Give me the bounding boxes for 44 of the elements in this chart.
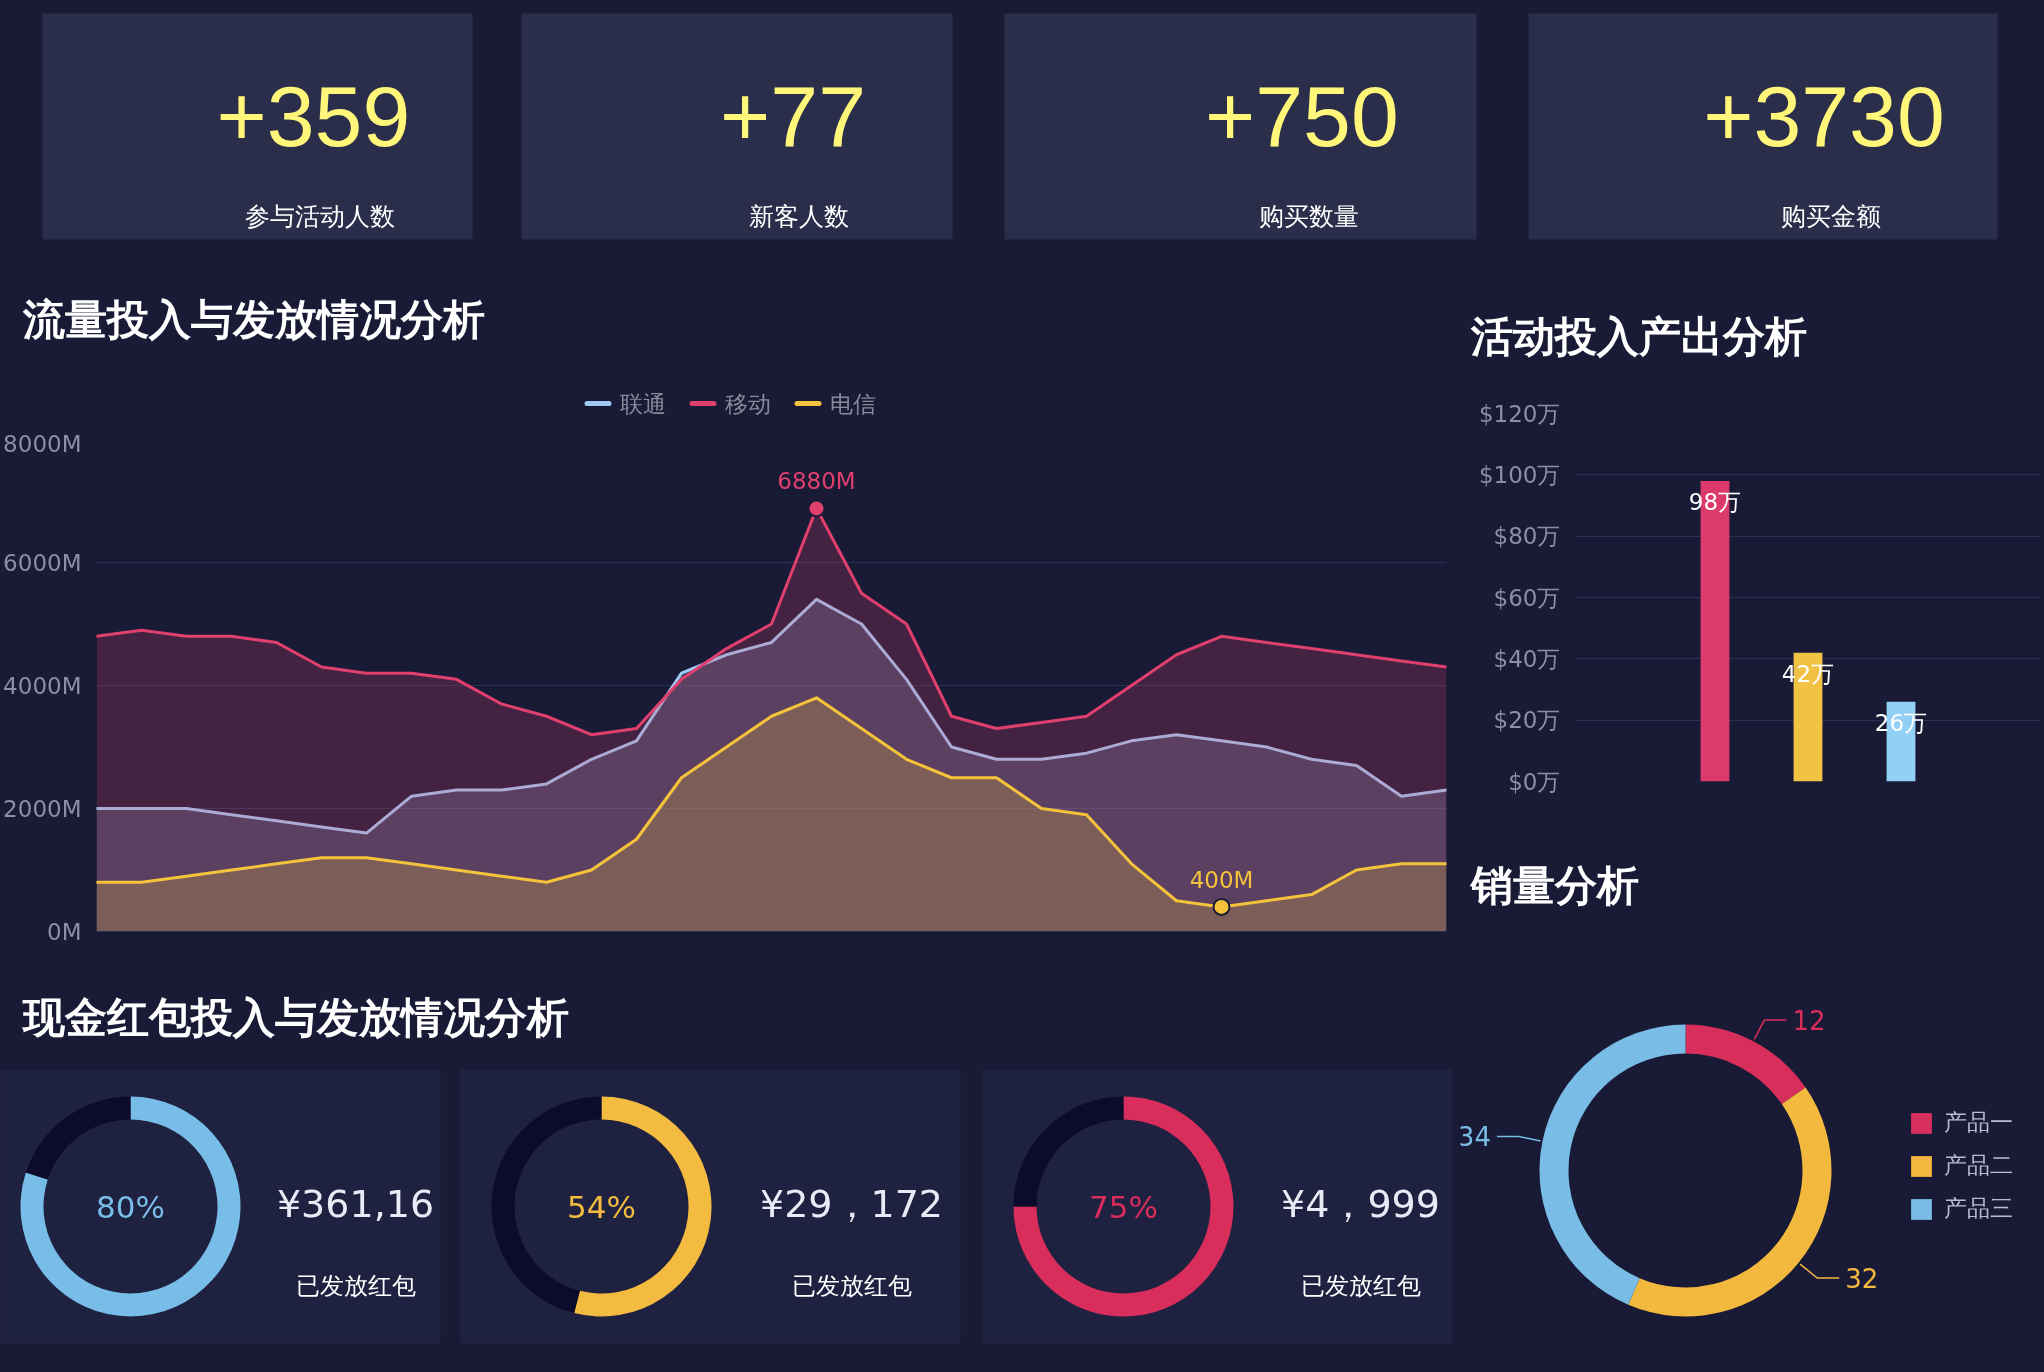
text: ¥29，172 bbox=[759, 1181, 944, 1226]
chart-title: 活动投入产出分析 bbox=[1469, 312, 1807, 361]
legend-label: 电信 bbox=[830, 390, 876, 417]
text: 参与活动人数 bbox=[244, 202, 395, 231]
text: 已发放红包 bbox=[791, 1271, 912, 1300]
text: 已发放红包 bbox=[295, 1271, 416, 1300]
y-tick-label: $120万 bbox=[1478, 400, 1561, 427]
y-tick-label: $80万 bbox=[1493, 523, 1561, 550]
y-tick-label: 6000M bbox=[3, 549, 82, 576]
text: +3730 bbox=[1703, 68, 1945, 164]
y-tick-label: $20万 bbox=[1493, 707, 1561, 734]
text: +750 bbox=[1205, 68, 1399, 164]
data-label: 12 bbox=[1792, 1005, 1826, 1036]
legend-label: 产品三 bbox=[1944, 1194, 2013, 1223]
y-tick-label: 4000M bbox=[3, 672, 82, 699]
data-label: 34 bbox=[1457, 1122, 1491, 1153]
chart-title: 流量投入与发放情况分析 bbox=[21, 295, 485, 344]
text: 新客人数 bbox=[749, 202, 850, 231]
text: 现金红包投入与发放情况分析 bbox=[20, 993, 569, 1042]
y-tick-label: $40万 bbox=[1493, 645, 1561, 672]
text: ¥361,16 bbox=[276, 1181, 435, 1226]
text: 54% bbox=[567, 1188, 636, 1225]
text: ¥4，999 bbox=[1281, 1181, 1440, 1226]
text: 购买数量 bbox=[1258, 202, 1359, 231]
text: 80% bbox=[96, 1188, 165, 1225]
y-tick-label: 8000M bbox=[3, 430, 82, 457]
y-tick-label: $100万 bbox=[1478, 461, 1561, 488]
legend-label: 产品一 bbox=[1944, 1108, 2013, 1137]
text: +77 bbox=[720, 68, 866, 164]
y-tick-label: $60万 bbox=[1493, 584, 1561, 611]
data-label: 6880M bbox=[777, 468, 856, 495]
text: 75% bbox=[1089, 1188, 1158, 1225]
text: +359 bbox=[216, 68, 411, 164]
data-label: 400M bbox=[1189, 866, 1254, 893]
y-tick-label: $0万 bbox=[1508, 768, 1561, 795]
text: 购买金额 bbox=[1781, 202, 1882, 231]
chart-title: 销量分析 bbox=[1468, 861, 1639, 910]
data-label: 32 bbox=[1845, 1264, 1879, 1295]
y-tick-label: 2000M bbox=[3, 795, 82, 822]
legend-label: 移动 bbox=[725, 390, 771, 417]
legend-label: 联通 bbox=[620, 390, 666, 417]
text: 已发放红包 bbox=[1300, 1271, 1421, 1300]
y-tick-label: 0M bbox=[47, 918, 82, 945]
legend-label: 产品二 bbox=[1944, 1151, 2013, 1180]
